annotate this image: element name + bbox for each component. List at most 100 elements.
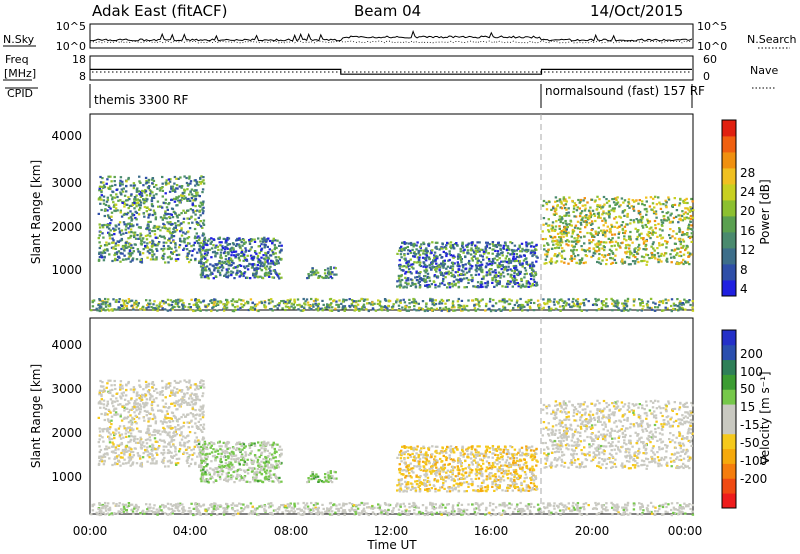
power-cell <box>159 301 162 304</box>
power-cell <box>559 244 562 247</box>
power-cell <box>513 275 516 278</box>
power-cell <box>584 207 587 210</box>
velocity-cell <box>167 386 170 389</box>
power-cell <box>146 304 149 307</box>
velocity-cell <box>136 427 139 430</box>
power-cell <box>107 227 111 230</box>
power-cell <box>529 301 533 304</box>
power-cell <box>474 252 477 255</box>
power-cell <box>434 260 437 263</box>
power-cell <box>248 262 251 265</box>
power-cell <box>263 301 267 304</box>
velocity-cell <box>123 453 126 456</box>
power-cell <box>645 196 648 199</box>
power-cell <box>567 231 570 234</box>
power-cell <box>514 282 517 285</box>
velocity-cell <box>102 388 106 391</box>
velocity-cell <box>186 421 189 424</box>
velocity-cell <box>194 422 197 425</box>
power-cell <box>150 199 154 202</box>
velocity-cell <box>167 426 171 429</box>
power-cell <box>600 240 603 244</box>
power-cell <box>509 268 512 271</box>
velocity-cell <box>161 386 164 389</box>
velocity-cell <box>116 413 119 416</box>
power-cell <box>679 197 682 200</box>
power-cell <box>463 248 466 251</box>
power-cell <box>561 299 564 302</box>
power-cell <box>235 253 238 256</box>
power-cell <box>216 309 219 312</box>
power-cell <box>335 273 338 276</box>
power-cell <box>143 241 146 244</box>
power-cell <box>488 307 491 310</box>
power-cell <box>630 252 633 255</box>
power-cell <box>363 306 366 309</box>
power-cell <box>652 241 655 244</box>
velocity-cell <box>108 446 111 449</box>
velocity-cell <box>145 383 148 386</box>
power-cell <box>567 207 570 210</box>
velocity-cell <box>190 397 194 400</box>
power-cell <box>231 259 234 262</box>
power-cell <box>192 211 195 214</box>
velocity-cell <box>171 420 175 423</box>
power-cell <box>271 260 274 263</box>
power-cell <box>120 215 124 218</box>
power-cell <box>438 285 441 288</box>
velocity-cell <box>123 427 126 430</box>
velocity-cell <box>164 406 167 409</box>
velocity-cell <box>98 427 101 430</box>
power-cell <box>175 184 179 187</box>
power-cell <box>666 307 669 310</box>
power-cell <box>498 253 501 256</box>
power-cell <box>412 245 415 248</box>
power-cell <box>206 304 210 307</box>
power-cell <box>444 252 448 255</box>
power-cell <box>448 252 451 255</box>
power-cell <box>562 221 565 225</box>
power-cell <box>310 274 313 277</box>
power-cell <box>622 231 625 234</box>
power-cell <box>593 252 597 255</box>
power-cell <box>616 303 619 306</box>
power-cell <box>110 246 114 249</box>
power-cell <box>123 213 127 216</box>
power-cell <box>219 266 222 269</box>
power-cell <box>625 223 628 226</box>
power-cell <box>201 249 204 252</box>
power-cell <box>518 283 521 286</box>
power-cell <box>660 260 663 263</box>
power-cell <box>125 184 128 188</box>
velocity-cell <box>97 441 100 444</box>
power-cell <box>139 235 142 238</box>
power-cell <box>488 243 491 246</box>
power-cell <box>688 223 691 226</box>
velocity-cell <box>119 437 123 440</box>
power-cell <box>333 266 336 269</box>
power-cell <box>519 254 522 257</box>
velocity-cell <box>146 438 149 441</box>
velocity-cell <box>144 380 148 383</box>
velocity-cell <box>146 446 149 449</box>
power-cell <box>634 227 637 230</box>
power-cell <box>588 242 591 245</box>
power-cell <box>194 210 197 213</box>
power-cell <box>225 246 228 249</box>
power-cell <box>126 203 129 206</box>
power-cell <box>171 189 175 192</box>
velocity-cell <box>175 391 178 394</box>
power-cell <box>578 306 582 309</box>
power-cell <box>632 221 636 224</box>
power-cell <box>104 297 107 301</box>
power-cell <box>400 278 404 282</box>
power-cell <box>611 261 614 264</box>
power-cell <box>174 226 177 229</box>
power-cell <box>121 252 124 255</box>
velocity-cell <box>135 403 138 406</box>
power-cell <box>95 307 98 310</box>
velocity-cell <box>163 420 166 423</box>
power-cell <box>607 199 611 203</box>
power-cell <box>170 187 173 190</box>
velocity-cell <box>100 460 104 463</box>
